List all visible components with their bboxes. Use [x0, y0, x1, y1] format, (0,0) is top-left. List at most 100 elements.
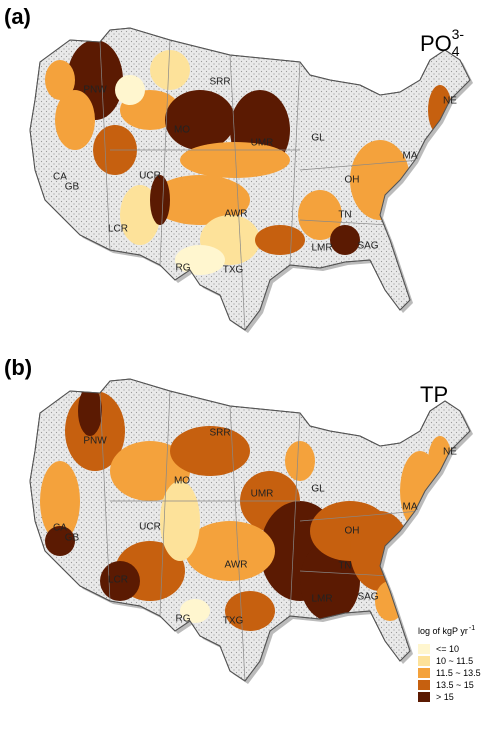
basin-boundary	[99, 392, 111, 602]
basin-boundary	[159, 39, 171, 266]
basin-area	[165, 90, 235, 150]
legend-label: 10 ~ 11.5	[436, 656, 473, 666]
basin-boundary	[159, 390, 171, 617]
region-label: LCR	[108, 575, 128, 586]
panel-label: (a)	[4, 4, 31, 29]
basin-boundary	[289, 61, 301, 266]
basin-area	[150, 175, 170, 225]
basin-area	[180, 599, 210, 623]
basin-area	[298, 190, 342, 240]
region-label: OH	[345, 175, 360, 186]
region-label: MO	[174, 476, 190, 487]
basin-boundary	[299, 219, 391, 226]
legend-swatch	[418, 692, 430, 702]
panel-label: (b)	[4, 355, 32, 380]
basin-area	[55, 90, 95, 150]
basin-area	[175, 245, 225, 275]
title-base: PO	[420, 31, 452, 56]
region-label: GB	[65, 533, 80, 544]
region-label: CA	[53, 172, 67, 183]
region-label: AWR	[225, 209, 248, 220]
basin-area	[115, 75, 145, 105]
title-base: TP	[420, 382, 448, 407]
basin-area	[150, 175, 250, 225]
region-label: CA	[53, 523, 67, 534]
panel-title: PO43-	[420, 26, 464, 59]
basin-area	[45, 526, 75, 556]
basin-area	[350, 511, 410, 591]
legend-swatch	[418, 644, 430, 654]
legend-label: 11.5 ~ 13.5	[436, 668, 481, 678]
basin-area	[40, 461, 80, 541]
basin-area	[170, 426, 250, 476]
basin-area	[300, 541, 360, 621]
region-label: TN	[338, 561, 351, 572]
legend-label: > 15	[436, 692, 454, 702]
region-label: LCR	[108, 224, 128, 235]
legend-swatch	[418, 656, 430, 666]
region-label: GB	[65, 182, 80, 193]
region-label: SRR	[209, 428, 230, 439]
basin-area	[330, 225, 360, 255]
basin-boundary	[299, 570, 391, 577]
basin-area	[110, 441, 190, 501]
legend-title-text: log of kgP yr	[418, 626, 468, 636]
region-label: MA	[403, 151, 418, 162]
region-label: TXG	[223, 265, 244, 276]
basin-boundary	[289, 412, 301, 617]
basin-area	[285, 441, 315, 481]
region-label: GL	[311, 484, 325, 495]
region-label: GL	[311, 133, 325, 144]
basin-area	[150, 50, 190, 90]
legend-swatch	[418, 668, 430, 678]
legend-label: <= 10	[436, 644, 459, 654]
basin-area	[160, 481, 200, 561]
region-label: UMR	[251, 489, 274, 500]
basin-area	[45, 60, 75, 100]
legend-swatch	[418, 680, 430, 690]
region-label: TN	[338, 210, 351, 221]
basin-area	[185, 521, 275, 581]
basin-boundary	[299, 159, 421, 171]
basin-area	[225, 591, 275, 631]
region-label: UCR	[139, 522, 161, 533]
region-label: MO	[174, 125, 190, 136]
region-label: LMR	[311, 594, 332, 605]
basin-boundary	[229, 54, 246, 330]
region-label: NE	[443, 447, 457, 458]
region-label: PNW	[83, 436, 107, 447]
region-label: SAG	[357, 241, 378, 252]
basin-area	[78, 386, 102, 436]
basin-boundary	[99, 41, 111, 251]
basin-area	[255, 225, 305, 255]
region-label: AWR	[225, 560, 248, 571]
region-label: MA	[403, 502, 418, 513]
panel-title: TP	[420, 382, 448, 407]
region-label: SRR	[209, 77, 230, 88]
region-label: UCR	[139, 171, 161, 182]
region-label: RG	[176, 614, 191, 625]
basin-area	[100, 561, 140, 601]
basin-boundary	[229, 405, 246, 681]
region-label: TXG	[223, 616, 244, 627]
basins	[45, 39, 452, 330]
region-label: OH	[345, 526, 360, 537]
region-label: RG	[176, 263, 191, 274]
region-label: SAG	[357, 592, 378, 603]
region-label: LMR	[311, 243, 332, 254]
legend: log of kgP yr-1 <= 10 10 ~ 11.5 11.5 ~ 13.5…	[418, 625, 481, 702]
legend-label: 13.5 ~ 15	[436, 680, 474, 690]
title-superscript: 3-	[452, 26, 465, 42]
title-subscript: 4	[452, 43, 460, 59]
basin-boundary	[299, 510, 421, 522]
legend-title: log of kgP yr-1	[418, 625, 475, 637]
basin-area	[405, 170, 435, 230]
legend-title-superscript: -1	[469, 625, 475, 632]
basin-area	[180, 142, 290, 178]
region-label: NE	[443, 96, 457, 107]
region-label: UMR	[251, 138, 274, 149]
